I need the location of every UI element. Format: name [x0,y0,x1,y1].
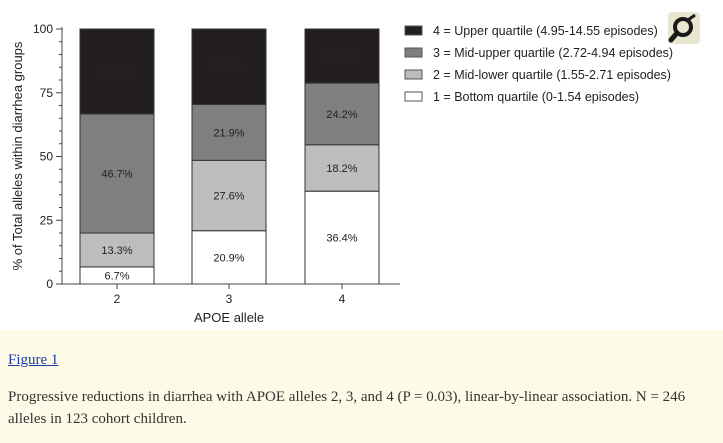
bar-segment-label: 18.2% [326,163,357,175]
bar-segment-label: 29.6% [213,62,244,74]
x-axis: 2 3 4 [62,283,400,306]
bar-group-4: 36.4% 18.2% 24.2% 21.2% [304,28,380,285]
y-tick-label: 75 [40,86,54,100]
legend-item: 3 = Mid-upper quartile (2.72-4.94 episod… [404,46,673,60]
y-axis: 0 25 50 75 100 [33,22,63,291]
stacked-bar-chart: % of Total alleles within diarrhea group… [10,22,673,325]
bar-segment-label: 20.9% [213,252,244,264]
legend-swatch [404,25,423,36]
figure-caption: Progressive reductions in diarrhea with … [8,389,686,427]
legend-item: 4 = Upper quartile (4.95-14.55 episodes) [404,24,658,38]
legend-label: 2 = Mid-lower quartile (1.55-2.71 episod… [433,68,671,82]
bar-segment [304,144,380,192]
y-tick-label: 100 [33,22,53,36]
figure-panel: % of Total alleles within diarrhea group… [0,0,723,330]
figure-link[interactable]: Figure 1 [8,352,59,368]
legend-swatch [404,47,423,58]
bar-segment [191,28,267,105]
bar-segment-label: 27.6% [213,191,244,203]
x-axis-title: APOE allele [194,310,264,325]
bar-group-3: 20.9% 27.6% 21.9% 29.6% [191,28,267,285]
bar-segment-label: 13.3% [101,245,132,257]
legend-label: 4 = Upper quartile (4.95-14.55 episodes) [433,24,658,38]
x-tick-label: 3 [226,292,233,306]
bar-group-2: 6.7% 13.3% 46.7% 33.3% [79,28,155,285]
bar-segment [304,190,380,285]
legend-label: 3 = Mid-upper quartile (2.72-4.94 episod… [433,46,673,60]
bar-segment [304,28,380,84]
magnifier-icon [668,13,696,43]
bar-segment [79,113,155,234]
bar-segment [191,230,267,285]
bar-segment-label: 6.7% [104,270,129,282]
magnifier-button[interactable] [668,12,700,44]
bar-segment-label: 24.2% [326,109,357,121]
legend: 4 = Upper quartile (4.95-14.55 episodes)… [404,24,673,104]
bar-segment-label: 21.9% [213,127,244,139]
legend-item: 1 = Bottom quartile (0-1.54 episodes) [404,90,639,104]
bars: 6.7% 13.3% 46.7% 33.3% 20.9% 27.6% 21.9% 29.6% 3… [79,28,380,285]
x-tick-label: 2 [114,292,121,306]
bar-segment-label: 46.7% [101,168,132,180]
x-tick-label: 4 [339,292,346,306]
bar-segment [191,159,267,232]
y-tick-label: 0 [46,277,53,291]
bar-segment [304,82,380,146]
bar-segment [79,28,155,115]
legend-label: 1 = Bottom quartile (0-1.54 episodes) [433,90,639,104]
y-axis-title: % of Total alleles within diarrhea group… [10,41,25,270]
legend-swatch [404,91,423,102]
bar-segment-label: 33.3% [101,66,132,78]
y-tick-label: 50 [40,150,54,164]
legend-item: 2 = Mid-lower quartile (1.55-2.71 episod… [404,68,671,82]
bar-segment-label: 36.4% [326,233,357,245]
y-tick-label: 25 [40,213,54,227]
legend-swatch [404,69,423,80]
bar-segment-label: 21.2% [326,51,357,63]
